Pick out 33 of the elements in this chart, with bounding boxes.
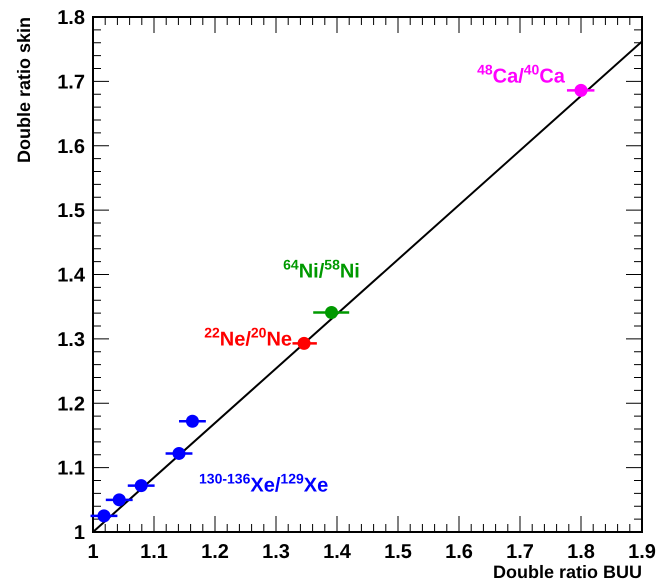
series-label: $^{48}$Ca/$^{40}$Ca	[477, 61, 566, 88]
series-label: $^{130-136}$Xe/$^{129}$Xe	[199, 470, 328, 497]
y-tick-label: 1.7	[57, 71, 85, 94]
point	[325, 306, 338, 319]
y-tick-label: 1.1	[57, 458, 85, 480]
y-tick-label: 1.3	[57, 328, 85, 351]
point	[186, 414, 199, 428]
x-tick-label: 1.5	[384, 541, 412, 563]
point	[134, 479, 148, 492]
y-tick-label: 1.8	[57, 7, 85, 29]
y-tick-label: 1.2	[57, 393, 85, 416]
point	[298, 336, 311, 350]
y-tick-label: 1.6	[57, 136, 85, 158]
series-label: $^{64}$Ni/$^{58}$Ni	[283, 256, 360, 282]
x-tick-label: 1.2	[201, 541, 229, 563]
x-tick-label: 1.3	[262, 541, 290, 563]
x-tick-label: 1	[87, 541, 99, 563]
x-tick-label: 1.6	[445, 541, 473, 563]
y-tick-label: 1.4	[57, 264, 86, 286]
x-axis-title: Double ratio BUU	[492, 562, 642, 582]
series-label: $^{22}$Ne/$^{20}$Ne	[204, 324, 292, 350]
y-tick-label: 1	[74, 522, 85, 544]
x-tick-label: 1.1	[140, 541, 168, 563]
point	[574, 84, 588, 97]
y-axis-title: Double ratio skin	[14, 17, 34, 164]
x-tick-label: 1.8	[567, 541, 595, 563]
point	[172, 446, 186, 460]
point	[97, 509, 110, 522]
x-tick-label: 1.9	[628, 541, 656, 563]
x-tick-label: 1.4	[323, 541, 352, 563]
y-tick-label: 1.5	[57, 200, 85, 222]
point	[112, 493, 126, 506]
x-tick-label: 1.7	[506, 541, 534, 563]
